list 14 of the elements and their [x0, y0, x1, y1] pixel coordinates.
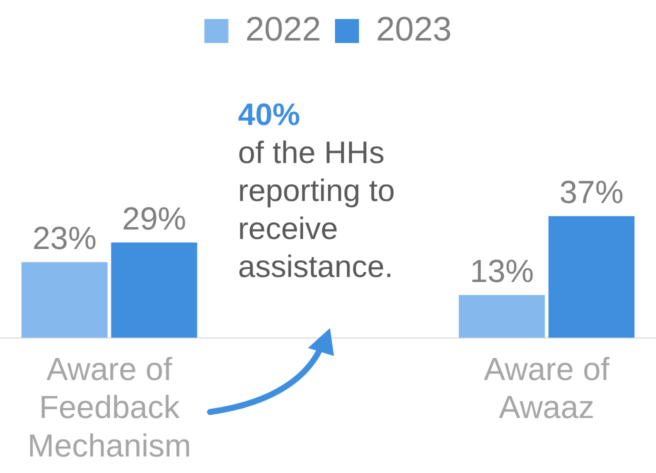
data-label: 37%	[559, 174, 624, 210]
x-tick-label: Aware of Feedback Mechanism	[28, 350, 192, 464]
annotation: of the HHs reporting to receive assistance.	[238, 134, 396, 286]
legend-label: 2022	[245, 10, 322, 48]
data-label: 23%	[32, 220, 97, 256]
bar	[111, 242, 198, 338]
bar	[21, 262, 108, 338]
legend-label: 2023	[376, 10, 452, 48]
data-label: 29%	[122, 200, 186, 236]
bar	[458, 295, 545, 338]
data-label: 13%	[470, 252, 534, 289]
bar	[548, 216, 635, 338]
x-tick-label: Aware of Awaaz	[484, 350, 610, 426]
text: 40%	[238, 96, 302, 134]
